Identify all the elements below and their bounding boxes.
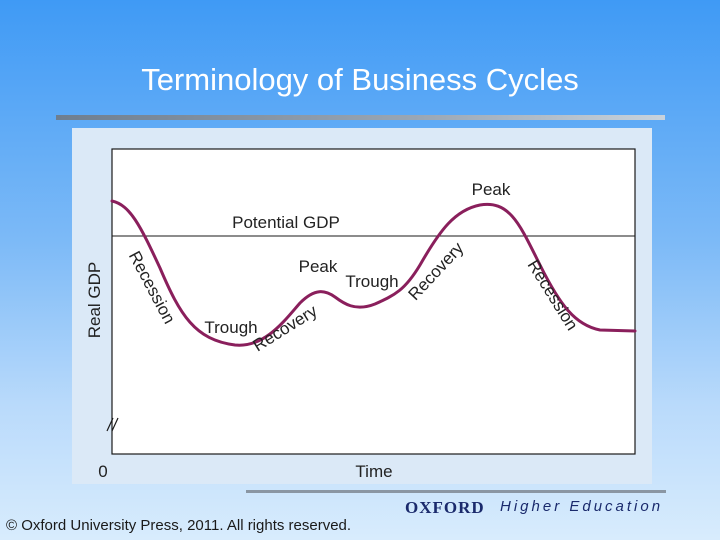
title-divider [56,115,665,120]
potential-gdp-label: Potential GDP [232,213,340,232]
slide-title: Terminology of Business Cycles [141,62,579,97]
axis-break-mark [111,417,119,432]
plot-frame [111,148,636,455]
footer-divider [246,490,666,493]
trough-label-1: Trough [204,318,257,337]
publisher-tagline: Higher Education [500,498,664,515]
peak-label-1: Peak [299,257,338,276]
x-axis-label: Time [355,462,392,481]
peak-label-2: Peak [472,180,511,199]
copyright-notice: © Oxford University Press, 2011. All rig… [6,517,352,534]
trough-label-2: Trough [345,272,398,291]
y-axis-label: Real GDP [85,262,104,339]
origin-label: 0 [98,462,107,481]
axis-break-mark [106,417,114,432]
real-gdp-curve [110,199,637,347]
publisher-logo: OXFORD [405,498,485,517]
